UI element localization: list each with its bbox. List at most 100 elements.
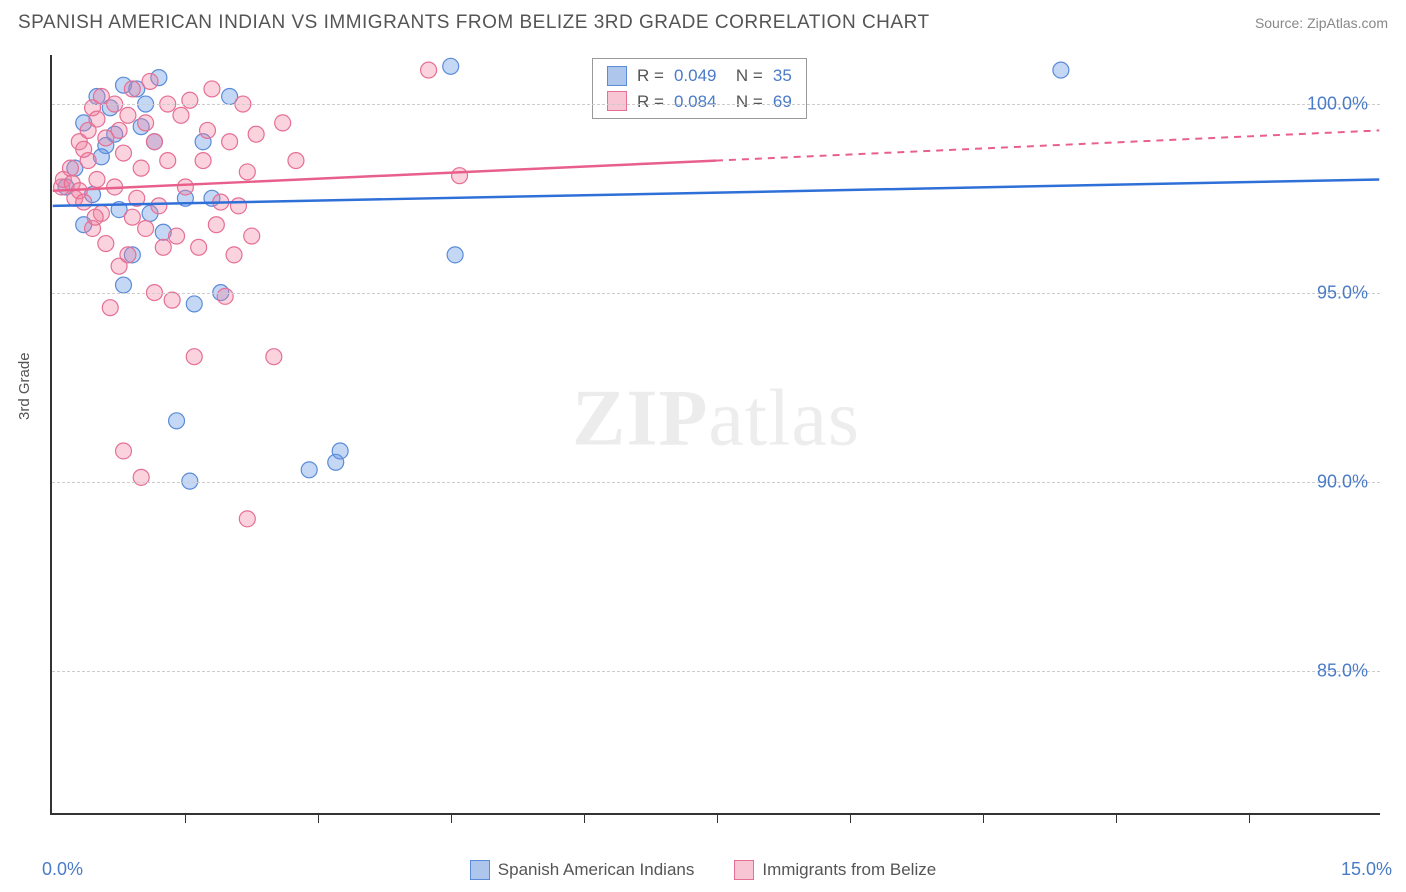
scatter-point bbox=[222, 134, 238, 150]
scatter-point bbox=[244, 228, 260, 244]
x-tick bbox=[1249, 813, 1250, 823]
scatter-point bbox=[248, 126, 264, 142]
scatter-point bbox=[173, 107, 189, 123]
scatter-point bbox=[120, 107, 136, 123]
y-axis-label: 3rd Grade bbox=[16, 352, 33, 420]
scatter-point bbox=[186, 349, 202, 365]
scatter-point bbox=[62, 160, 78, 176]
correlation-legend: R = 0.049 N = 35R = 0.084 N = 69 bbox=[592, 58, 807, 119]
scatter-point bbox=[452, 168, 468, 184]
scatter-point bbox=[447, 247, 463, 263]
x-tick bbox=[983, 813, 984, 823]
scatter-point bbox=[239, 164, 255, 180]
x-tick bbox=[185, 813, 186, 823]
legend-n-value: 69 bbox=[773, 89, 792, 115]
correlation-legend-row: R = 0.049 N = 35 bbox=[607, 63, 792, 89]
scatter-point bbox=[138, 220, 154, 236]
chart-title: SPANISH AMERICAN INDIAN VS IMMIGRANTS FR… bbox=[18, 12, 930, 34]
scatter-point bbox=[124, 81, 140, 97]
gridline-h bbox=[52, 293, 1380, 294]
scatter-point bbox=[288, 153, 304, 169]
scatter-point bbox=[111, 122, 127, 138]
legend-n-label: N = bbox=[726, 63, 762, 89]
series-legend: Spanish American Indians Immigrants from … bbox=[0, 860, 1406, 880]
scatter-point bbox=[1053, 62, 1069, 78]
scatter-point bbox=[146, 134, 162, 150]
x-tick bbox=[584, 813, 585, 823]
scatter-point bbox=[98, 236, 114, 252]
scatter-point bbox=[301, 462, 317, 478]
scatter-point bbox=[239, 511, 255, 527]
chart-header: SPANISH AMERICAN INDIAN VS IMMIGRANTS FR… bbox=[18, 12, 1388, 34]
chart-source: Source: ZipAtlas.com bbox=[1255, 15, 1388, 31]
gridline-h bbox=[52, 482, 1380, 483]
scatter-point bbox=[116, 145, 132, 161]
legend-r-value: 0.084 bbox=[674, 89, 717, 115]
scatter-point bbox=[102, 300, 118, 316]
legend-n-label: N = bbox=[726, 89, 762, 115]
scatter-point bbox=[266, 349, 282, 365]
gridline-h bbox=[52, 671, 1380, 672]
scatter-point bbox=[169, 413, 185, 429]
scatter-point bbox=[164, 292, 180, 308]
scatter-point bbox=[160, 153, 176, 169]
scatter-point bbox=[182, 92, 198, 108]
scatter-point bbox=[443, 58, 459, 74]
series-name: Spanish American Indians bbox=[498, 860, 695, 880]
x-tick bbox=[451, 813, 452, 823]
legend-r-label: R = bbox=[637, 89, 664, 115]
scatter-point bbox=[87, 209, 103, 225]
legend-r-value: 0.049 bbox=[674, 63, 717, 89]
legend-r-label: R = bbox=[637, 63, 664, 89]
series-name: Immigrants from Belize bbox=[762, 860, 936, 880]
scatter-point bbox=[191, 239, 207, 255]
legend-swatch bbox=[607, 91, 627, 111]
scatter-point bbox=[275, 115, 291, 131]
scatter-point bbox=[421, 62, 437, 78]
scatter-point bbox=[208, 217, 224, 233]
series-legend-item: Spanish American Indians bbox=[470, 860, 695, 880]
scatter-point bbox=[76, 141, 92, 157]
x-tick bbox=[318, 813, 319, 823]
x-tick bbox=[1116, 813, 1117, 823]
scatter-point bbox=[89, 111, 105, 127]
correlation-legend-row: R = 0.084 N = 69 bbox=[607, 89, 792, 115]
legend-n-value: 35 bbox=[773, 63, 792, 89]
scatter-point bbox=[120, 247, 136, 263]
scatter-point bbox=[217, 288, 233, 304]
scatter-point bbox=[230, 198, 246, 214]
scatter-point bbox=[116, 443, 132, 459]
scatter-point bbox=[138, 115, 154, 131]
trend-line bbox=[53, 161, 716, 191]
plot-area: ZIPatlas R = 0.049 N = 35R = 0.084 N = 6… bbox=[50, 55, 1380, 815]
scatter-point bbox=[151, 198, 167, 214]
scatter-point bbox=[133, 160, 149, 176]
scatter-point bbox=[169, 228, 185, 244]
scatter-point bbox=[204, 81, 220, 97]
scatter-point bbox=[182, 473, 198, 489]
scatter-point bbox=[186, 296, 202, 312]
scatter-point bbox=[116, 277, 132, 293]
legend-swatch bbox=[470, 860, 490, 880]
scatter-point bbox=[226, 247, 242, 263]
scatter-point bbox=[332, 443, 348, 459]
scatter-point bbox=[177, 179, 193, 195]
y-tick-label: 100.0% bbox=[1307, 94, 1368, 115]
trend-line bbox=[53, 179, 1380, 205]
x-tick bbox=[717, 813, 718, 823]
legend-swatch bbox=[607, 66, 627, 86]
scatter-point bbox=[124, 209, 140, 225]
series-legend-item: Immigrants from Belize bbox=[734, 860, 936, 880]
trend-line-extrapolated bbox=[716, 130, 1379, 160]
y-tick-label: 95.0% bbox=[1317, 283, 1368, 304]
scatter-point bbox=[155, 239, 171, 255]
scatter-point bbox=[195, 153, 211, 169]
scatter-point bbox=[142, 73, 158, 89]
scatter-point bbox=[89, 171, 105, 187]
scatter-point bbox=[200, 122, 216, 138]
gridline-h bbox=[52, 104, 1380, 105]
chart-svg bbox=[52, 55, 1380, 813]
scatter-point bbox=[76, 194, 92, 210]
legend-swatch bbox=[734, 860, 754, 880]
x-tick bbox=[850, 813, 851, 823]
